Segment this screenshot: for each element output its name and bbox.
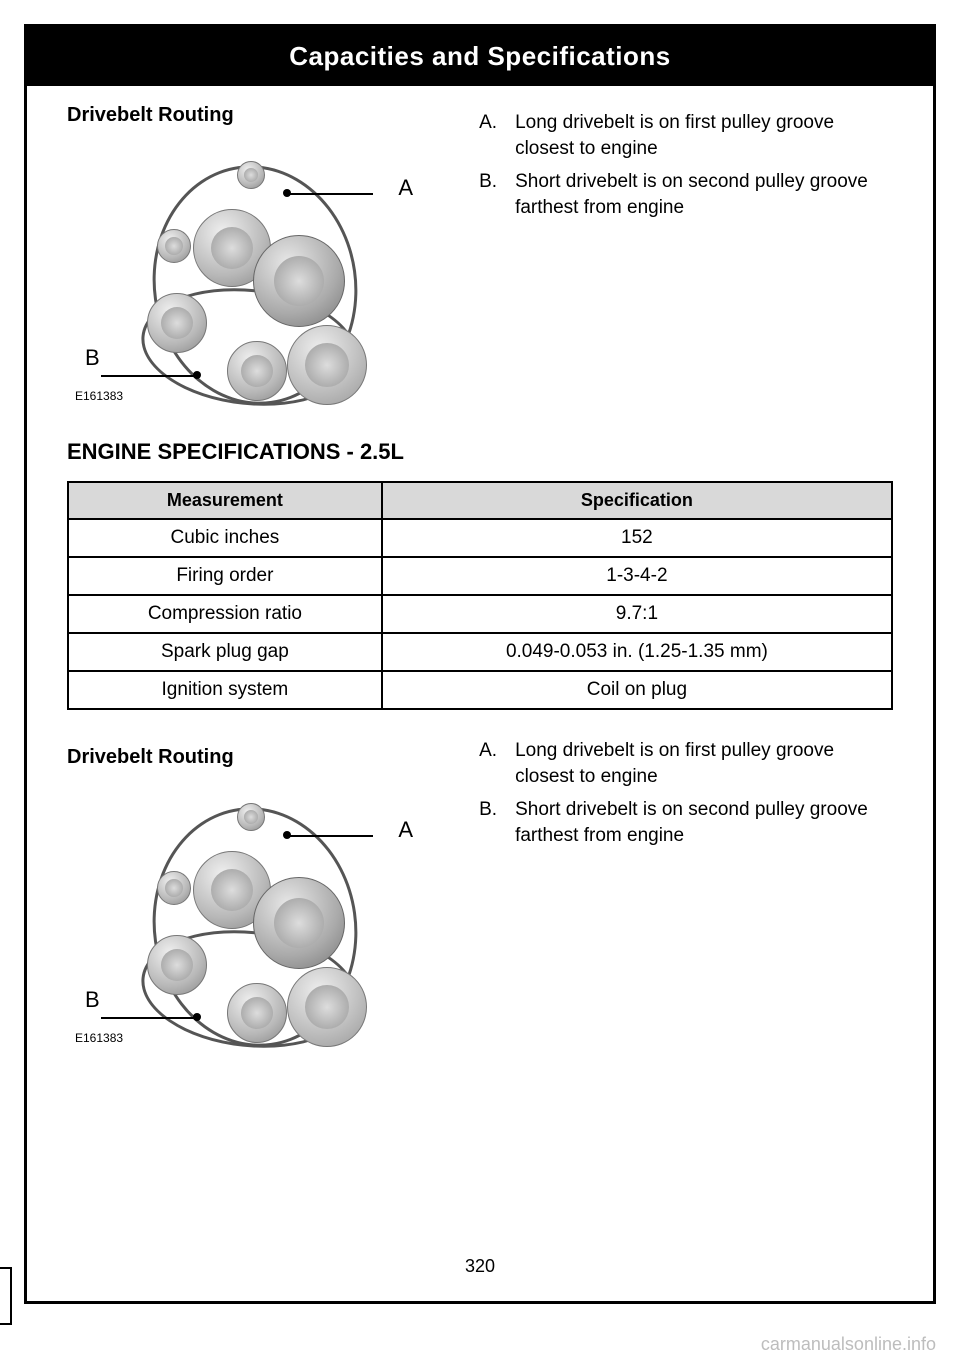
cell: Cubic inches (68, 519, 382, 557)
cell: Coil on plug (382, 671, 892, 709)
pulley-icon (147, 935, 207, 995)
drivebelt2-title: Drivebelt Routing (67, 746, 449, 769)
def-item: B. Short drivebelt is on second pulley gr… (479, 797, 893, 848)
drivebelt1-diagram: A B E161383 (97, 139, 417, 409)
page-header: Capacities and Specifications (27, 27, 933, 86)
cell: Ignition system (68, 671, 382, 709)
table-row: Compression ratio9.7:1 (68, 595, 892, 633)
cell: Spark plug gap (68, 633, 382, 671)
table-header-row: Measurement Specification (68, 482, 892, 519)
callout-b: B (85, 987, 100, 1013)
def-text: Short drivebelt is on second pulley groo… (515, 169, 893, 220)
header-title: Capacities and Specifications (289, 41, 671, 71)
def-text: Long drivebelt is on first pulley groove… (515, 110, 893, 161)
def-text: Long drivebelt is on first pulley groove… (515, 738, 893, 789)
def-letter: B. (479, 797, 501, 848)
callout-line-icon (287, 835, 373, 837)
def-item: A. Long drivebelt is on first pulley groo… (479, 738, 893, 789)
cell: 0.049-0.053 in. (1.25-1.35 mm) (382, 633, 892, 671)
drivebelt1-definitions: A. Long drivebelt is on first pulley groo… (479, 110, 893, 221)
pulley-icon (227, 341, 287, 401)
pulley-icon (157, 229, 191, 263)
page-number: 320 (27, 1256, 933, 1277)
pulley-icon (157, 871, 191, 905)
drivebelt-section-1: Drivebelt Routing A B (67, 104, 893, 409)
callout-a: A (398, 817, 413, 843)
page-content: Drivebelt Routing A B (27, 86, 933, 1051)
drivebelt2-diagram: A B E161383 (97, 781, 417, 1051)
callout-b: B (85, 345, 100, 371)
cell: 9.7:1 (382, 595, 892, 633)
callout-line-icon (101, 375, 195, 377)
callout-line-icon (287, 193, 373, 195)
drivebelt2-definitions: A. Long drivebelt is on first pulley groo… (479, 738, 893, 849)
watermark: carmanualsonline.info (761, 1334, 936, 1355)
pulley-icon (253, 235, 345, 327)
def-item: B. Short drivebelt is on second pulley gr… (479, 169, 893, 220)
def-text: Short drivebelt is on second pulley groo… (515, 797, 893, 848)
callout-a: A (398, 175, 413, 201)
pulley-icon (287, 967, 367, 1047)
page-tab (0, 1267, 12, 1325)
callout-line-icon (101, 1017, 195, 1019)
col-header: Measurement (68, 482, 382, 519)
page-frame: Capacities and Specifications Drivebelt … (24, 24, 936, 1304)
engine-spec-heading: ENGINE SPECIFICATIONS - 2.5L (67, 439, 893, 465)
def-letter: B. (479, 169, 501, 220)
engine-spec-table: Measurement Specification Cubic inches15… (67, 481, 893, 710)
cell: Firing order (68, 557, 382, 595)
table-row: Ignition systemCoil on plug (68, 671, 892, 709)
cell: 152 (382, 519, 892, 557)
drivebelt-section-2: Drivebelt Routing A B (67, 732, 893, 1051)
table-row: Cubic inches152 (68, 519, 892, 557)
drivebelt1-title: Drivebelt Routing (67, 104, 449, 127)
def-letter: A. (479, 110, 501, 161)
def-item: A. Long drivebelt is on first pulley groo… (479, 110, 893, 161)
pulley-icon (237, 161, 265, 189)
cell: 1-3-4-2 (382, 557, 892, 595)
pulley-icon (227, 983, 287, 1043)
pulley-icon (287, 325, 367, 405)
pulley-icon (237, 803, 265, 831)
table-row: Firing order1-3-4-2 (68, 557, 892, 595)
diagram-code: E161383 (75, 1031, 123, 1045)
table-row: Spark plug gap0.049-0.053 in. (1.25-1.35… (68, 633, 892, 671)
cell: Compression ratio (68, 595, 382, 633)
diagram-code: E161383 (75, 389, 123, 403)
col-header: Specification (382, 482, 892, 519)
def-letter: A. (479, 738, 501, 789)
pulley-icon (253, 877, 345, 969)
pulley-icon (147, 293, 207, 353)
